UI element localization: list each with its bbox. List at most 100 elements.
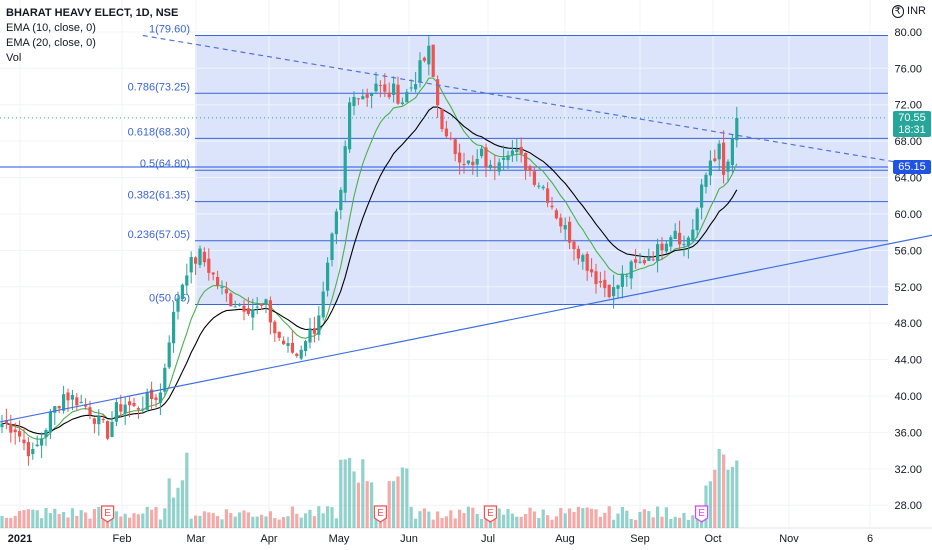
candle [53,405,57,425]
candle-body [722,142,726,175]
volume-bar [502,514,506,528]
x-tick-label: 6 [867,533,873,545]
legend-volume[interactable]: Vol [6,52,22,64]
earnings-label: E [104,508,111,519]
volume-bar [365,481,369,528]
volume-bar [519,516,523,528]
candle-body [537,185,541,187]
candle-body [70,395,74,400]
candle [524,152,528,180]
candle [101,413,105,424]
volume-bar [9,518,13,528]
candle-body [466,160,470,164]
candle [519,137,523,163]
volume-bar [422,508,426,528]
candle [656,238,660,273]
candle-body [704,174,708,187]
candle-body [700,184,704,208]
candle-body [708,160,712,176]
candle-body [35,444,39,447]
candle-body [66,392,70,401]
candle [246,297,250,317]
candle-body [277,331,281,338]
candle-body [26,442,30,457]
candle [4,408,8,430]
candle-body [101,418,105,421]
candle [114,398,118,427]
candle [488,159,492,172]
candle-body [163,367,167,392]
volume-bar [84,512,88,528]
x-tick-label: Aug [555,533,575,545]
volume-bar [233,516,237,528]
volume-bar [66,517,70,528]
candle [255,296,259,315]
candle-body [392,83,396,95]
currency-icon: ₹ [891,5,904,18]
volume-bar [444,516,448,528]
candle [348,97,352,153]
candle [506,150,510,170]
candle-body [295,353,299,357]
fib-label: 0(50.05) [149,293,190,305]
candle-body [75,397,79,406]
volume-bar [238,512,242,528]
fib-label: 0.236(57.05) [128,229,190,241]
volume-bar [40,518,44,528]
volume-bar [172,497,176,528]
candle-body [154,397,158,401]
candle-body [436,79,440,106]
y-tick-label: 44.00 [894,355,922,367]
candle [660,237,664,261]
candle [436,75,440,118]
volume-bar [339,459,343,528]
volume-bar [506,508,510,528]
volume-bar [400,467,404,528]
candle-body [550,205,554,208]
y-axis: 28.00 32.00 36.00 40.00 44.00 48.00 52.00 56.00… [0,27,922,512]
legend-ema10[interactable]: EMA (10, close, 0) [6,22,96,34]
volume-bar [700,519,704,528]
candle [581,253,585,270]
candle [568,216,572,250]
candle-body [638,261,642,263]
y-tick-label: 68.00 [894,136,922,148]
candle-body [400,102,404,105]
candle-body [660,243,664,251]
candle [396,76,400,105]
candle [594,263,598,294]
volume-bar [559,507,563,528]
symbol-title[interactable]: BHARAT HEAVY ELECT, 1D, NSE [6,7,179,19]
candle-body [647,257,651,261]
candle-body [673,230,677,239]
volume-bar [449,510,453,528]
candle [216,270,220,290]
volume-bar [0,515,4,528]
candle-body [211,272,215,275]
candle [480,145,484,159]
volume-bar [396,476,400,528]
candle [510,140,514,163]
candle-body [620,273,624,287]
candle [528,164,532,177]
candle [84,398,88,410]
candle [290,330,294,354]
candle [651,251,655,262]
volume-bar [576,506,580,528]
volume-bar [524,514,528,528]
currency-label: INR [907,5,926,17]
volume-bar [669,519,673,528]
volume-bar [321,513,325,528]
x-tick-label: Apr [260,533,277,545]
legend-ema20[interactable]: EMA (20, close, 0) [6,37,96,49]
volume-bar [154,506,158,528]
chart-legend: BHARAT HEAVY ELECT, 1D, NSE EMA (10, clo… [6,6,178,66]
currency-indicator[interactable]: ₹ INR [891,5,926,18]
candle-body [238,304,242,306]
candle [612,274,616,309]
candle-body [326,262,330,291]
volume-bar [114,511,118,528]
candle [678,220,682,249]
volume-bar [123,513,127,528]
